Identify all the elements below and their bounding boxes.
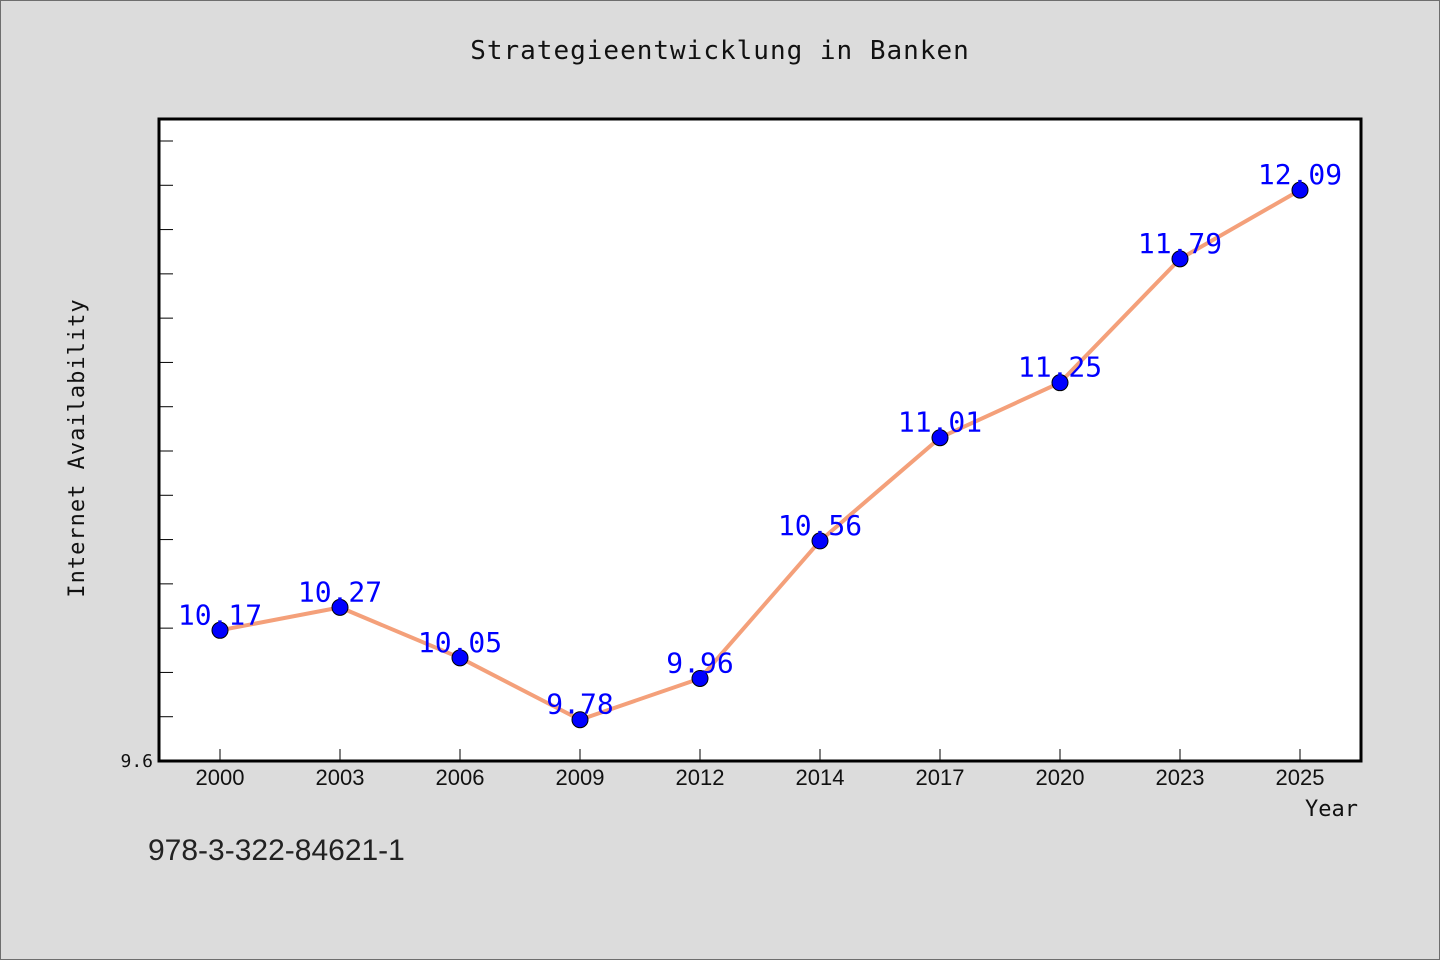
data-point bbox=[1171, 250, 1189, 268]
data-label: 10.05 bbox=[418, 626, 502, 659]
x-tick-label: 2012 bbox=[676, 765, 725, 790]
data-point bbox=[211, 621, 229, 639]
data-point bbox=[811, 532, 829, 550]
series-line bbox=[219, 188, 1301, 722]
data-point bbox=[451, 649, 469, 667]
data-point bbox=[691, 669, 709, 687]
data-label: 11.01 bbox=[898, 406, 982, 439]
x-tick-label: 2009 bbox=[556, 765, 605, 790]
plot-area bbox=[157, 117, 1363, 763]
x-tick-label: 2025 bbox=[1276, 765, 1325, 790]
data-label: 10.27 bbox=[298, 575, 382, 608]
x-tick-label: 2003 bbox=[316, 765, 365, 790]
data-label: 12.09 bbox=[1258, 158, 1342, 191]
x-tick-label: 2014 bbox=[796, 765, 845, 790]
data-label: 11.25 bbox=[1018, 351, 1102, 384]
data-point bbox=[1291, 181, 1309, 199]
isbn-footer: 978-3-322-84621-1 bbox=[148, 834, 405, 867]
data-label: 9.78 bbox=[546, 688, 613, 721]
data-point bbox=[931, 429, 949, 447]
x-tick-label: 2006 bbox=[436, 765, 485, 790]
data-point bbox=[331, 598, 349, 616]
x-tick-label: 2017 bbox=[916, 765, 965, 790]
data-point bbox=[571, 711, 589, 729]
data-label: 9.96 bbox=[666, 646, 733, 679]
y-tick-label: 9.6 bbox=[120, 751, 153, 772]
x-tick-label: 2020 bbox=[1036, 765, 1085, 790]
x-axis-label: Year bbox=[1305, 797, 1358, 822]
data-label: 10.17 bbox=[178, 598, 262, 631]
data-label: 10.56 bbox=[778, 509, 862, 542]
data-point bbox=[1051, 374, 1069, 392]
x-tick-label: 2000 bbox=[196, 765, 245, 790]
chart-title: Strategieentwicklung in Banken bbox=[470, 36, 970, 66]
x-tick-label: 2023 bbox=[1156, 765, 1205, 790]
data-label: 11.79 bbox=[1138, 227, 1222, 260]
y-axis-label: Internet Availability bbox=[65, 298, 90, 597]
